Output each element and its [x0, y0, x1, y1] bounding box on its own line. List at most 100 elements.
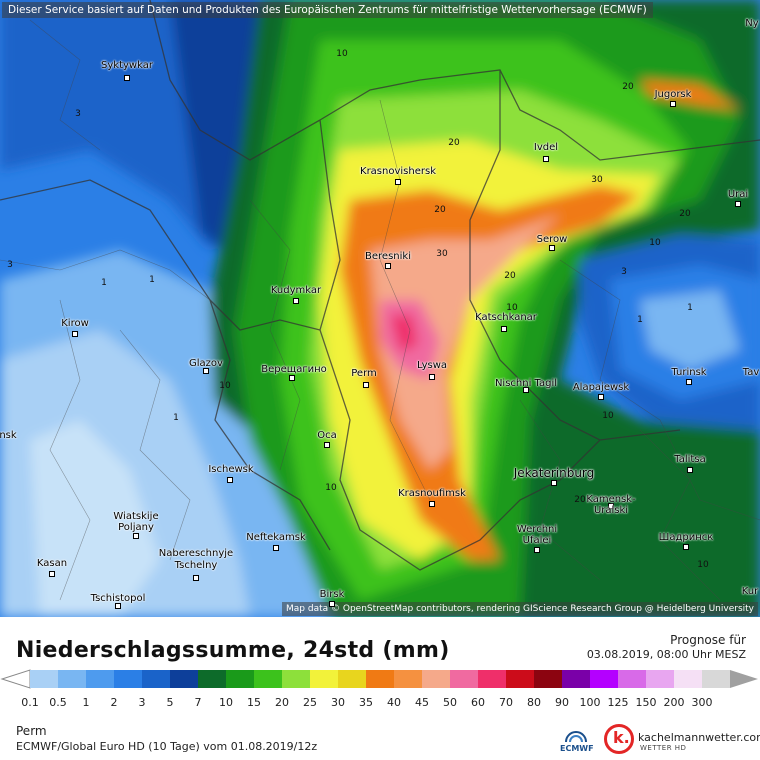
city-marker	[329, 601, 335, 607]
scale-tick-label: 25	[303, 696, 317, 708]
scale-swatch	[58, 670, 87, 688]
city-label-tav[interactable]: Tav	[742, 367, 760, 378]
model-run-label: ECMWF/Global Euro HD (10 Tage) vom 01.08…	[16, 740, 318, 753]
scale-swatch	[114, 670, 143, 688]
city-label-wiatskije-poljany[interactable]: Wiatskije Poljany	[113, 511, 159, 533]
city-label-krasnovishersk[interactable]: Krasnovishersk	[360, 166, 436, 177]
scale-tick-label: 5	[167, 696, 174, 708]
city-label-urai[interactable]: Urai	[727, 189, 749, 200]
city-label-jugorsk[interactable]: Jugorsk	[654, 89, 692, 100]
city-label-jekaterinburg[interactable]: Jekaterinburg	[513, 466, 595, 480]
city-label-shadrinsk[interactable]: Шадринск	[658, 532, 714, 543]
city-label-kur[interactable]: Kur	[741, 586, 759, 597]
precipitation-map[interactable]: Dieser Service basiert auf Daten und Pro…	[0, 0, 760, 617]
scale-tick-label: 40	[387, 696, 401, 708]
scale-swatch	[366, 670, 395, 688]
city-label-vereshchagino[interactable]: Верещагино	[261, 364, 327, 375]
scale-swatch	[674, 670, 703, 688]
city-marker	[324, 442, 330, 448]
city-label-tschistopol[interactable]: Tschistopol	[90, 593, 146, 604]
city-marker	[72, 331, 78, 337]
ecmwf-attribution: Dieser Service basiert auf Daten und Pro…	[2, 2, 653, 18]
scale-tick-label: 3	[139, 696, 146, 708]
scale-swatch	[478, 670, 507, 688]
city-label-kasan[interactable]: Kasan	[36, 558, 68, 569]
city-label-werchni-ufalei[interactable]: Werchni Ufalei	[516, 524, 558, 546]
city-marker	[49, 571, 55, 577]
scale-tick-label: 50	[443, 696, 457, 708]
city-label-ny[interactable]: Ny	[745, 18, 759, 29]
scale-swatch	[282, 670, 311, 688]
city-marker	[551, 480, 557, 486]
kachelmann-logo[interactable]: k.	[604, 724, 634, 754]
city-label-kamensk-uralski[interactable]: Kamensk-Uralski	[586, 494, 636, 516]
city-marker	[385, 263, 391, 269]
city-label-talitsa[interactable]: Talitsa	[674, 454, 706, 465]
k-icon: k.	[613, 728, 630, 747]
scale-swatch	[226, 670, 255, 688]
city-label-nischni-tagil[interactable]: Nischni Tagil	[494, 378, 558, 389]
scale-tick-label: 0.5	[49, 696, 67, 708]
city-label-neftekamsk[interactable]: Neftekamsk	[246, 532, 306, 543]
city-label-ischewsk[interactable]: Ischewsk	[208, 464, 254, 475]
city-label-kudymkar[interactable]: Kudymkar	[270, 285, 322, 296]
ecmwf-logo: ECMWF	[558, 726, 598, 756]
scale-tick-label: 200	[664, 696, 685, 708]
city-marker	[124, 75, 130, 81]
city-marker	[523, 387, 529, 393]
city-label-glazov[interactable]: Glazov	[189, 358, 223, 369]
city-label-birsk[interactable]: Birsk	[319, 589, 345, 600]
city-label-turinsk[interactable]: Turinsk	[671, 367, 707, 378]
scale-swatch	[618, 670, 647, 688]
city-label-perm[interactable]: Perm	[351, 368, 377, 379]
scale-swatch	[394, 670, 423, 688]
city-label-kirow[interactable]: Kirow	[61, 318, 89, 329]
isoline-label: 10	[325, 483, 337, 493]
city-label-krasnoufimsk[interactable]: Krasnoufimsk	[398, 488, 466, 499]
location-label: Perm	[16, 724, 47, 738]
city-label-ivdel[interactable]: Ivdel	[533, 142, 559, 153]
city-label-syktywkar[interactable]: Syktywkar	[101, 60, 153, 71]
city-marker	[534, 547, 540, 553]
scale-swatch	[646, 670, 675, 688]
forecast-label: Prognose für	[670, 633, 746, 647]
ecmwf-logo-text: ECMWF	[560, 744, 594, 753]
city-label-alapajewsk[interactable]: Alapajewsk	[572, 382, 630, 393]
city-label-lyswa[interactable]: Lyswa	[416, 360, 448, 371]
scale-tick-label: 300	[692, 696, 713, 708]
scale-swatch	[506, 670, 535, 688]
scale-tick-label: 7	[195, 696, 202, 708]
city-marker	[670, 101, 676, 107]
city-marker	[735, 201, 741, 207]
isoline-label: 20	[679, 209, 691, 219]
city-label-naberezhnye-chelny[interactable]: Nabereschnyje Tschelny	[158, 548, 234, 571]
brand-name[interactable]: kachelmannwetter.com	[638, 731, 760, 744]
city-marker	[273, 545, 279, 551]
scale-tick-label: 30	[331, 696, 345, 708]
scale-swatch	[142, 670, 171, 688]
osm-attribution: Map data © OpenStreetMap contributors, r…	[282, 602, 758, 616]
city-label-serow[interactable]: Serow	[536, 234, 568, 245]
city-marker	[687, 467, 693, 473]
scale-tick-label: 100	[580, 696, 601, 708]
scale-swatch	[590, 670, 619, 688]
isoline-label: 10	[506, 303, 518, 313]
isoline-label: 1	[637, 315, 643, 325]
city-marker	[501, 326, 507, 332]
city-marker	[289, 375, 295, 381]
city-label-katschkanar[interactable]: Katschkanar	[475, 312, 537, 323]
scale-tick-label: 20	[275, 696, 289, 708]
scale-swatch	[338, 670, 367, 688]
city-label-oca[interactable]: Oca	[317, 430, 337, 441]
scale-tick-label: 70	[499, 696, 513, 708]
map-title: Niederschlagssumme, 24std (mm)	[16, 638, 450, 663]
scale-swatch	[310, 670, 339, 688]
city-marker	[193, 575, 199, 581]
city-label-beresniki[interactable]: Beresniki	[365, 251, 411, 262]
scale-tick-label: 45	[415, 696, 429, 708]
isoline-label: 1	[173, 413, 179, 423]
scale-tick-label: 0.1	[21, 696, 39, 708]
scale-swatch	[422, 670, 451, 688]
scale-overflow-arrow	[730, 670, 758, 688]
city-label-nsk[interactable]: nsk	[0, 430, 17, 441]
